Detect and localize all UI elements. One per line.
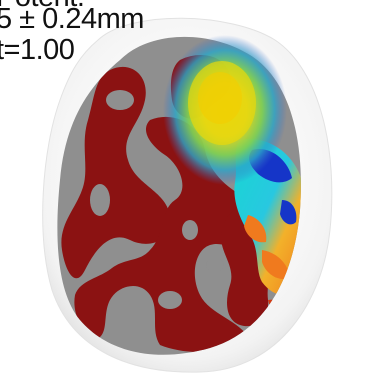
overlay-label-radius: 5 ± 0.24mm bbox=[0, 3, 144, 35]
overlay-label-title: Potent. bbox=[0, 0, 85, 13]
overlay-label-time: t=1.00 bbox=[0, 34, 75, 66]
